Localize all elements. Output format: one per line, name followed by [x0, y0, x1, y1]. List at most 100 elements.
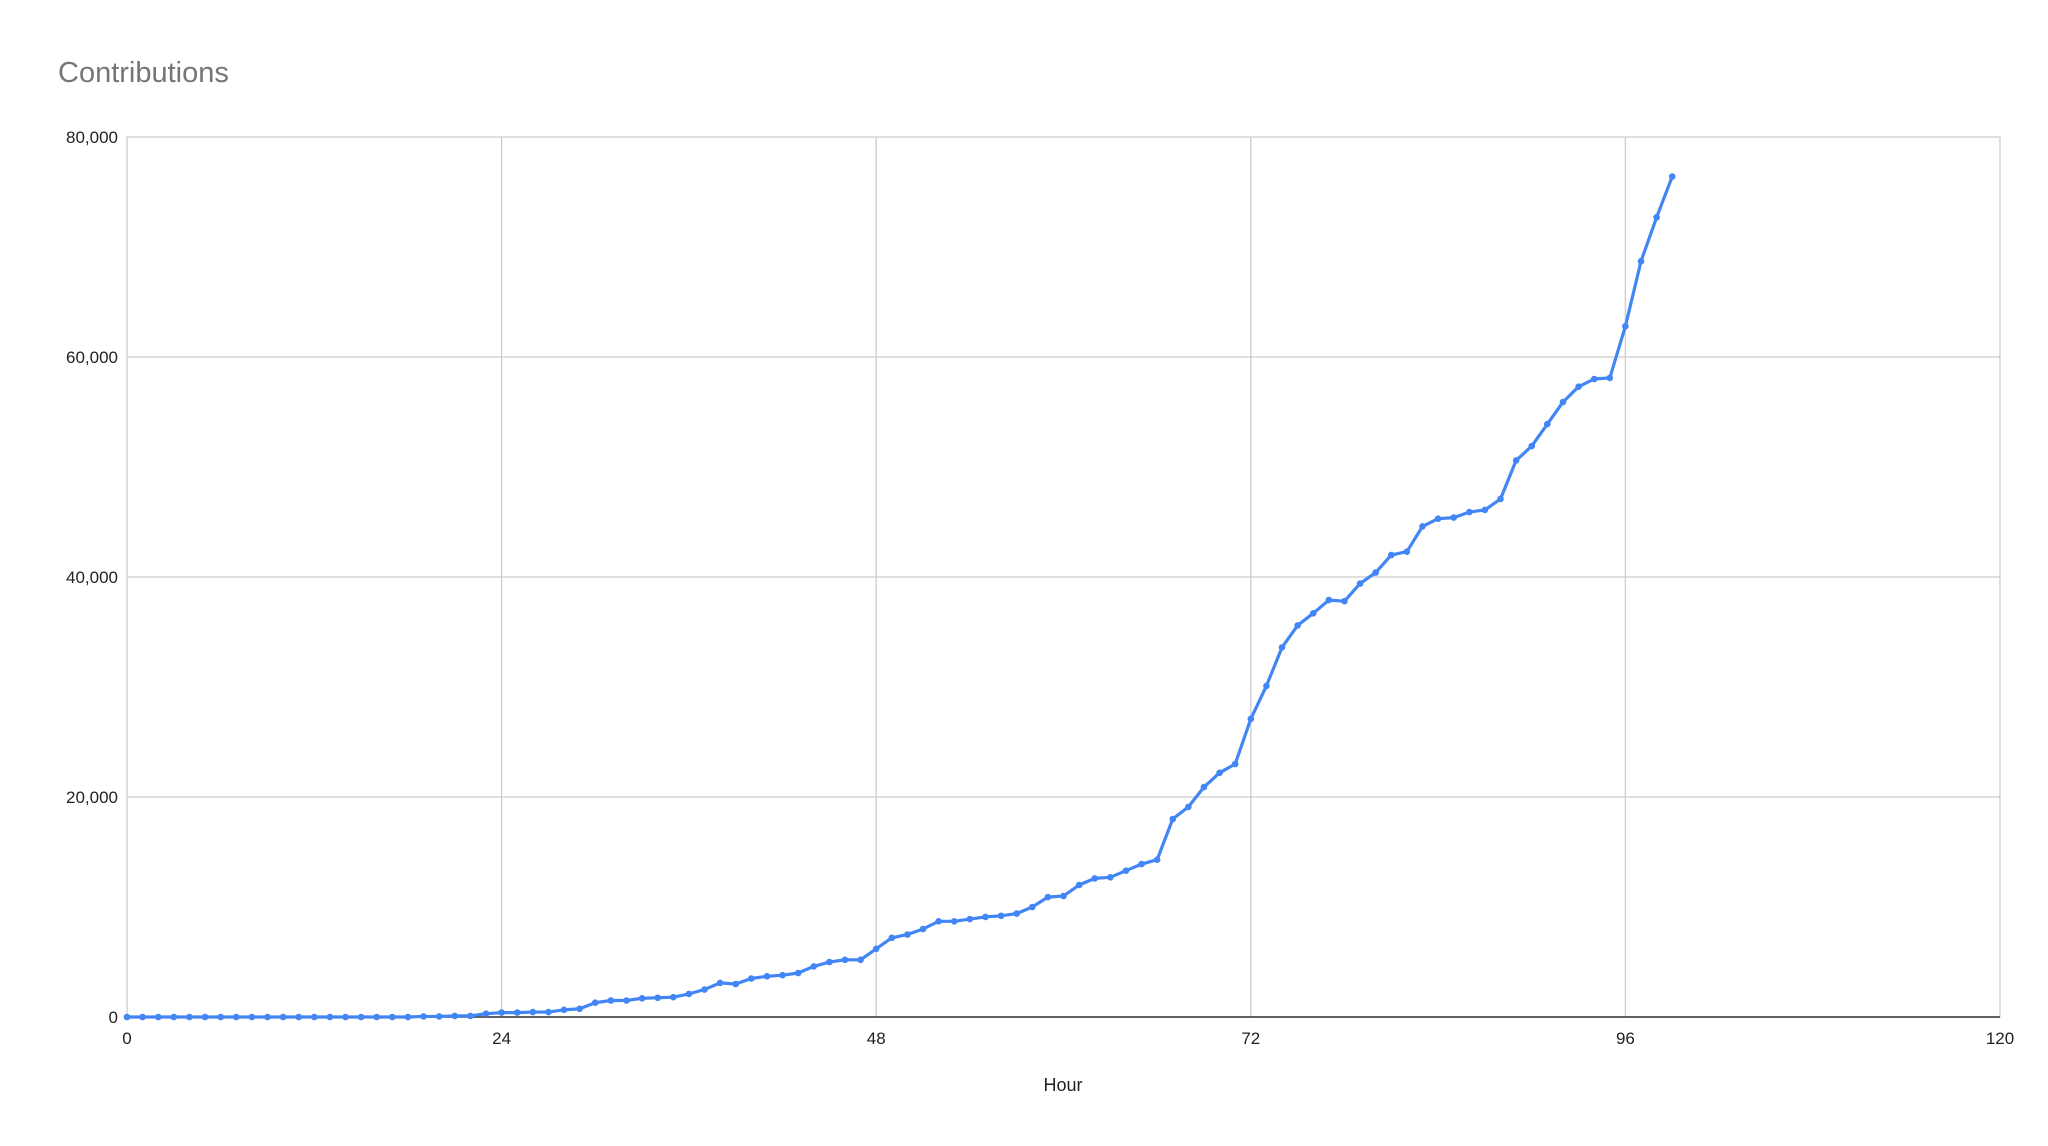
data-point	[888, 934, 896, 942]
data-point	[966, 915, 974, 923]
data-point	[1575, 383, 1582, 391]
y-tick-label: 80,000	[66, 128, 118, 147]
data-point	[232, 1013, 240, 1021]
data-point	[217, 1013, 224, 1021]
data-point	[1153, 856, 1161, 863]
data-point	[420, 1013, 427, 1020]
data-point	[1559, 398, 1567, 406]
data-point	[982, 913, 989, 921]
data-point	[311, 1013, 318, 1021]
data-point	[467, 1012, 474, 1020]
data-point	[1044, 893, 1052, 901]
data-point	[1450, 514, 1458, 521]
data-point	[1138, 860, 1145, 868]
data-point	[1653, 214, 1660, 221]
data-point	[1169, 815, 1177, 823]
data-point	[1528, 442, 1536, 450]
data-point	[170, 1013, 178, 1021]
data-point	[623, 997, 630, 1004]
data-point	[1403, 548, 1411, 555]
data-point	[123, 1013, 131, 1021]
data-point	[810, 963, 818, 970]
data-point	[1590, 375, 1598, 383]
data-point	[1497, 495, 1504, 503]
data-point	[732, 980, 740, 988]
data-point	[482, 1010, 490, 1017]
data-point	[1294, 622, 1301, 629]
data-point	[139, 1013, 146, 1021]
data-point	[576, 1005, 583, 1013]
data-point	[1544, 420, 1551, 428]
data-point	[1013, 910, 1020, 917]
data-point	[1325, 596, 1333, 604]
data-point	[591, 999, 599, 1006]
data-point	[529, 1008, 537, 1016]
data-line	[127, 176, 1674, 1019]
x-tick-label: 72	[1241, 1029, 1260, 1048]
data-point	[857, 956, 864, 964]
x-tick-label: 96	[1616, 1029, 1635, 1048]
data-point	[1185, 803, 1192, 811]
data-point	[342, 1013, 349, 1021]
data-point	[716, 979, 724, 987]
y-tick-label: 0	[109, 1008, 118, 1027]
data-point	[1622, 322, 1629, 330]
data-point	[701, 986, 708, 993]
data-point	[685, 990, 693, 998]
data-point	[1356, 580, 1364, 587]
y-tick-label: 20,000	[66, 788, 118, 807]
data-point	[1200, 783, 1208, 791]
data-point	[248, 1013, 256, 1021]
data-point	[794, 969, 802, 977]
data-point	[154, 1013, 162, 1021]
data-point	[669, 993, 677, 1001]
data-point	[1309, 610, 1317, 617]
data-point	[654, 994, 661, 1002]
data-point	[748, 975, 755, 982]
data-point	[1122, 867, 1130, 874]
data-point	[904, 931, 911, 938]
data-point	[826, 958, 833, 966]
data-point	[1028, 903, 1036, 911]
data-point	[1091, 875, 1099, 882]
x-tick-label: 24	[492, 1029, 511, 1048]
data-point	[1075, 881, 1083, 889]
data-point	[404, 1013, 412, 1021]
data-point	[1387, 551, 1395, 559]
data-point	[1231, 760, 1239, 768]
data-point	[1668, 173, 1676, 180]
data-point	[997, 912, 1005, 920]
data-point	[1466, 508, 1473, 516]
data-point	[763, 973, 771, 980]
data-point	[1419, 523, 1426, 530]
data-point	[560, 1006, 568, 1014]
data-point	[201, 1013, 209, 1021]
data-point	[1637, 258, 1645, 265]
data-point	[498, 1009, 505, 1016]
data-point	[607, 997, 615, 1004]
data-point	[638, 995, 646, 1002]
data-point	[279, 1013, 287, 1021]
data-point	[872, 945, 880, 953]
data-point	[1372, 569, 1379, 576]
data-point	[1247, 715, 1255, 723]
data-point	[513, 1009, 521, 1016]
data-point	[1606, 374, 1614, 382]
data-point	[435, 1013, 443, 1020]
data-point	[1216, 769, 1223, 777]
data-point	[1341, 597, 1348, 605]
data-point	[389, 1013, 396, 1021]
data-point	[919, 925, 927, 933]
x-tick-label: 48	[867, 1029, 886, 1048]
data-point	[373, 1013, 381, 1021]
data-point	[1263, 682, 1270, 690]
x-tick-label: 0	[122, 1029, 131, 1048]
data-point	[935, 918, 942, 925]
data-point	[326, 1013, 334, 1021]
chart-title: Contributions	[58, 57, 229, 89]
data-point	[1434, 515, 1442, 522]
data-point	[186, 1013, 193, 1021]
data-point	[451, 1012, 459, 1020]
